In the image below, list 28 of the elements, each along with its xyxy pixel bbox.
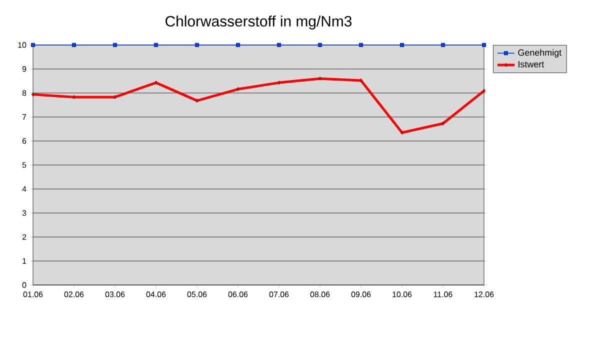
point (318, 43, 322, 47)
point (441, 121, 445, 126)
point (236, 43, 240, 47)
point (482, 43, 486, 47)
chart-title: Chlorwasserstoff in mg/Nm3 (166, 16, 352, 30)
point (400, 130, 404, 135)
point (31, 92, 35, 96)
point (113, 95, 117, 100)
point (195, 43, 199, 47)
point (31, 43, 35, 47)
point (359, 78, 363, 83)
point (318, 76, 322, 81)
point (113, 43, 117, 47)
point (277, 43, 281, 47)
point (359, 43, 363, 47)
point (482, 88, 486, 93)
point (72, 95, 76, 100)
legend-label: Genehmigt (518, 49, 562, 58)
point (441, 43, 445, 47)
point (195, 98, 199, 103)
line-series (31, 76, 486, 135)
point (72, 43, 76, 47)
legend-label: Istwert (518, 61, 544, 68)
point (277, 80, 281, 85)
point (154, 43, 158, 47)
point (154, 80, 158, 85)
point (400, 43, 404, 47)
point (236, 87, 240, 92)
